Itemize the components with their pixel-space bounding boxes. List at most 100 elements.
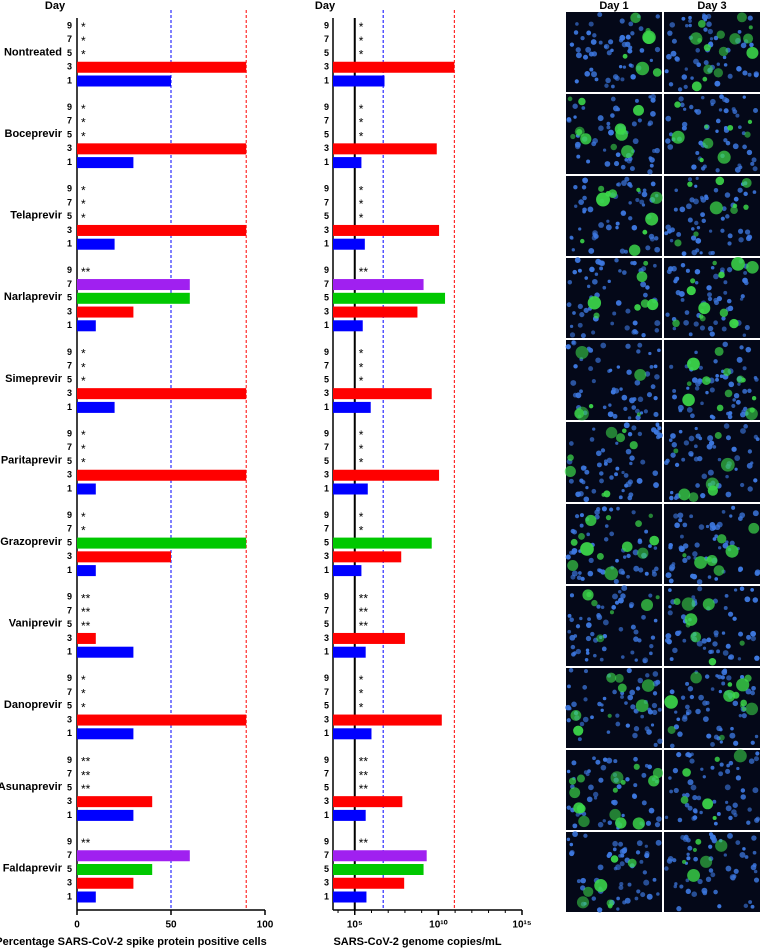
nucleus: [583, 770, 588, 775]
nucleus: [708, 844, 713, 849]
nucleus: [657, 738, 663, 744]
nucleus: [571, 340, 577, 346]
nucleus: [683, 440, 690, 446]
infected-cell: [647, 298, 659, 311]
day-label: 7: [67, 850, 72, 860]
nucleus: [618, 885, 624, 891]
infected-cell: [712, 815, 717, 821]
nucleus: [571, 547, 578, 554]
nucleus: [572, 103, 578, 109]
nucleus: [641, 332, 646, 338]
nucleus: [724, 98, 730, 104]
infected-cell: [706, 556, 713, 563]
nucleus: [631, 405, 637, 410]
infected-cell: [733, 749, 747, 763]
nucleus: [717, 457, 722, 462]
group-label: Narlaprevir: [4, 291, 63, 303]
nucleus: [691, 164, 697, 170]
nucleus: [744, 325, 750, 331]
group-label: Telaprevir: [10, 210, 62, 222]
nucleus: [641, 772, 647, 778]
nucleus: [702, 700, 708, 706]
nucleus: [588, 366, 594, 372]
nucleus: [644, 844, 648, 848]
infected-cell: [633, 763, 640, 770]
nucleus: [630, 31, 635, 36]
nucleus: [600, 342, 607, 349]
day-label: 5: [67, 701, 72, 711]
infected-cell: [717, 150, 731, 164]
nucleus: [735, 775, 742, 781]
nucleus: [726, 267, 733, 273]
nucleus: [600, 448, 606, 453]
significance-label: *: [359, 34, 364, 48]
day-label: 1: [67, 320, 72, 330]
nucleus: [616, 907, 620, 911]
nucleus: [706, 285, 712, 291]
nucleus: [593, 653, 597, 658]
nucleus: [598, 777, 604, 783]
nucleus: [721, 206, 727, 212]
infected-cell: [615, 433, 626, 443]
day-label: 3: [67, 878, 72, 888]
infected-cell: [645, 27, 651, 34]
nucleus: [698, 436, 703, 441]
nucleus: [721, 631, 726, 635]
nucleus: [615, 221, 620, 226]
infected-cell: [591, 599, 598, 607]
nucleus: [650, 97, 656, 103]
nucleus: [597, 864, 604, 871]
nucleus: [584, 71, 591, 77]
nucleus: [603, 461, 608, 466]
nucleus: [696, 62, 702, 68]
day-label: 7: [67, 34, 72, 44]
nucleus: [702, 13, 706, 17]
nucleus: [602, 696, 607, 701]
infected-cell: [564, 465, 576, 478]
infected-cell: [749, 407, 755, 413]
nucleus: [585, 651, 590, 655]
nucleus: [750, 740, 755, 745]
nucleus: [725, 435, 731, 441]
infected-cell: [687, 181, 693, 187]
nucleus: [621, 180, 627, 186]
nucleus: [614, 472, 619, 477]
nucleus: [716, 296, 723, 302]
nucleus: [688, 19, 692, 23]
nucleus: [710, 742, 715, 747]
day-label: 3: [324, 62, 329, 72]
day-label: 7: [324, 850, 329, 860]
infected-cell: [717, 534, 727, 544]
day-label: 3: [324, 470, 329, 480]
microscopy-image: [664, 12, 760, 92]
day-label: 5: [67, 456, 72, 466]
nucleus: [671, 562, 676, 566]
infected-cell: [739, 640, 745, 646]
nucleus: [653, 546, 658, 550]
nucleus: [626, 574, 630, 579]
infected-cell: [667, 725, 676, 734]
infected-cell: [635, 699, 649, 713]
nucleus: [731, 505, 736, 510]
nucleus: [628, 601, 635, 608]
bar: [77, 292, 190, 304]
nucleus: [718, 771, 724, 777]
nucleus: [645, 245, 651, 251]
nucleus: [710, 250, 715, 255]
infected-cell: [724, 389, 733, 398]
infected-cell: [643, 260, 649, 266]
significance-label: *: [81, 524, 86, 538]
nucleus: [569, 42, 575, 47]
nucleus: [599, 266, 604, 271]
nucleus: [674, 710, 678, 714]
infected-cell: [650, 191, 663, 204]
nucleus: [652, 470, 659, 476]
infected-cell: [635, 520, 642, 527]
nucleus: [753, 71, 759, 77]
nucleus: [732, 700, 739, 707]
day-label: 3: [67, 388, 72, 398]
infected-cell: [745, 702, 759, 716]
infected-cell: [636, 271, 648, 283]
nucleus: [746, 149, 753, 156]
nucleus: [681, 716, 688, 722]
